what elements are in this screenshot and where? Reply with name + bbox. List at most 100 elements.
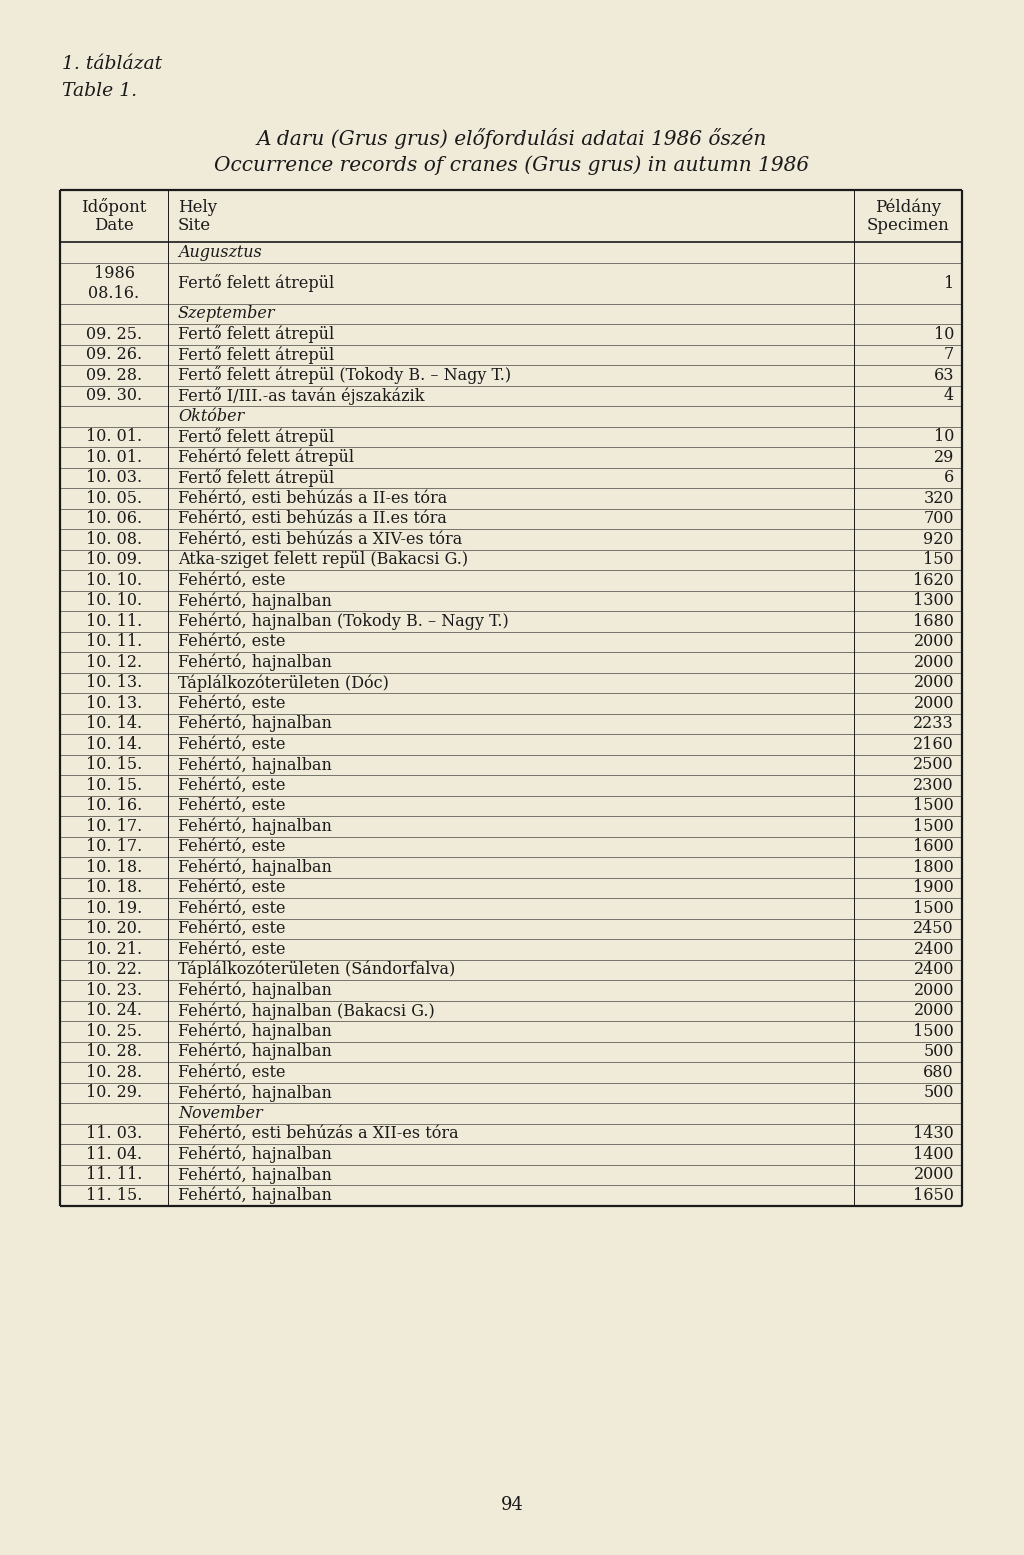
Text: 09. 28.: 09. 28. xyxy=(86,367,142,384)
Text: 10. 28.: 10. 28. xyxy=(86,1043,142,1061)
Text: 10. 24.: 10. 24. xyxy=(86,1003,142,1019)
Text: Fehértó, hajnalban: Fehértó, hajnalban xyxy=(178,715,332,732)
Text: 10. 12.: 10. 12. xyxy=(86,653,142,670)
Text: 10. 15.: 10. 15. xyxy=(86,756,142,773)
Text: 2233: 2233 xyxy=(913,715,954,732)
Text: 920: 920 xyxy=(924,530,954,547)
Text: 4: 4 xyxy=(944,387,954,404)
Text: Fehértó, hajnalban: Fehértó, hajnalban xyxy=(178,981,332,998)
Text: Október: Október xyxy=(178,407,245,425)
Text: 2000: 2000 xyxy=(913,981,954,998)
Text: Időpont: Időpont xyxy=(81,197,146,216)
Text: Fehértó, esti behúzás a XII-es tóra: Fehértó, esti behúzás a XII-es tóra xyxy=(178,1126,459,1143)
Text: 10. 25.: 10. 25. xyxy=(86,1023,142,1040)
Text: Szeptember: Szeptember xyxy=(178,305,275,322)
Text: 500: 500 xyxy=(924,1043,954,1061)
Text: 1: 1 xyxy=(944,275,954,291)
Text: 10. 14.: 10. 14. xyxy=(86,736,142,753)
Text: Fehértó, hajnalban (Tokody B. – Nagy T.): Fehértó, hajnalban (Tokody B. – Nagy T.) xyxy=(178,613,509,630)
Text: 10: 10 xyxy=(934,428,954,445)
Text: 1500: 1500 xyxy=(913,818,954,835)
Text: Fehértó, hajnalban: Fehértó, hajnalban xyxy=(178,1043,332,1061)
Text: Fehértó felett átrepül: Fehértó felett átrepül xyxy=(178,448,354,466)
Text: 1500: 1500 xyxy=(913,1023,954,1040)
Text: Augusztus: Augusztus xyxy=(178,244,262,261)
Text: Fertő felett átrepül: Fertő felett átrepül xyxy=(178,274,334,292)
Text: 700: 700 xyxy=(924,510,954,527)
Text: Fehértó, este: Fehértó, este xyxy=(178,572,286,589)
Text: Fehértó, este: Fehértó, este xyxy=(178,838,286,855)
Text: 2300: 2300 xyxy=(913,778,954,793)
Text: 10. 23.: 10. 23. xyxy=(86,981,142,998)
Text: 10. 17.: 10. 17. xyxy=(86,838,142,855)
Text: Fehértó, hajnalban: Fehértó, hajnalban xyxy=(178,653,332,672)
Text: Fehértó, hajnalban: Fehértó, hajnalban xyxy=(178,756,332,773)
Text: Fertő felett átrepül: Fertő felett átrepül xyxy=(178,468,334,487)
Text: 1430: 1430 xyxy=(913,1126,954,1143)
Text: 2400: 2400 xyxy=(913,941,954,958)
Text: 10. 11.: 10. 11. xyxy=(86,633,142,650)
Text: Fertő felett átrepül: Fertő felett átrepül xyxy=(178,325,334,344)
Text: 09. 30.: 09. 30. xyxy=(86,387,142,404)
Text: 320: 320 xyxy=(924,490,954,507)
Text: Occurrence records of cranes (Grus grus) in autumn 1986: Occurrence records of cranes (Grus grus)… xyxy=(214,156,810,174)
Text: Fehértó, este: Fehértó, este xyxy=(178,736,286,753)
Text: 10. 10.: 10. 10. xyxy=(86,572,142,589)
Text: 10. 10.: 10. 10. xyxy=(86,592,142,610)
Text: 10. 13.: 10. 13. xyxy=(86,695,142,712)
Text: 1650: 1650 xyxy=(913,1186,954,1204)
Text: 11. 11.: 11. 11. xyxy=(86,1166,142,1183)
Text: 2450: 2450 xyxy=(913,921,954,938)
Text: Fertő felett átrepül (Tokody B. – Nagy T.): Fertő felett átrepül (Tokody B. – Nagy T… xyxy=(178,367,511,384)
Text: Fehértó, este: Fehértó, este xyxy=(178,633,286,650)
Text: 10. 19.: 10. 19. xyxy=(86,900,142,917)
Text: 11. 03.: 11. 03. xyxy=(86,1126,142,1143)
Text: 10. 17.: 10. 17. xyxy=(86,818,142,835)
Text: Fehértó, hajnalban: Fehértó, hajnalban xyxy=(178,1166,332,1183)
Text: 11. 15.: 11. 15. xyxy=(86,1186,142,1204)
Text: Fehértó, esti behúzás a II-es tóra: Fehértó, esti behúzás a II-es tóra xyxy=(178,490,447,507)
Text: 10. 13.: 10. 13. xyxy=(86,675,142,692)
Text: Fehértó, este: Fehértó, este xyxy=(178,941,286,958)
Text: Fehértó, este: Fehértó, este xyxy=(178,778,286,793)
Text: Site: Site xyxy=(178,216,211,233)
Text: 1400: 1400 xyxy=(913,1146,954,1163)
Text: Fertő felett átrepül: Fertő felett átrepül xyxy=(178,345,334,364)
Text: Fehértó, esti behúzás a XIV-es tóra: Fehértó, esti behúzás a XIV-es tóra xyxy=(178,530,462,547)
Text: 1500: 1500 xyxy=(913,798,954,815)
Text: Táplálkozóterületen (Sándorfalva): Táplálkozóterületen (Sándorfalva) xyxy=(178,961,456,978)
Text: 2000: 2000 xyxy=(913,675,954,692)
Text: 08.16.: 08.16. xyxy=(88,285,139,302)
Text: 10. 29.: 10. 29. xyxy=(86,1084,142,1101)
Text: 10. 18.: 10. 18. xyxy=(86,858,142,875)
Text: Fertő felett átrepül: Fertő felett átrepül xyxy=(178,428,334,446)
Text: 7: 7 xyxy=(944,347,954,364)
Text: 10. 11.: 10. 11. xyxy=(86,613,142,630)
Text: 1600: 1600 xyxy=(913,838,954,855)
Text: 1500: 1500 xyxy=(913,900,954,917)
Text: 1900: 1900 xyxy=(913,879,954,896)
Text: Fehértó, hajnalban: Fehértó, hajnalban xyxy=(178,1084,332,1101)
Text: 10. 03.: 10. 03. xyxy=(86,470,142,487)
Text: 10. 18.: 10. 18. xyxy=(86,879,142,896)
Text: 150: 150 xyxy=(924,552,954,568)
Text: Specimen: Specimen xyxy=(866,216,949,233)
Text: 10. 20.: 10. 20. xyxy=(86,921,142,938)
Text: Hely: Hely xyxy=(178,199,217,216)
Text: 2160: 2160 xyxy=(913,736,954,753)
Text: Táplálkozóterületen (Dóc): Táplálkozóterületen (Dóc) xyxy=(178,673,389,692)
Text: 10. 14.: 10. 14. xyxy=(86,715,142,732)
Text: Date: Date xyxy=(94,216,134,233)
Text: 6: 6 xyxy=(944,470,954,487)
Text: 2500: 2500 xyxy=(913,756,954,773)
Text: 1986: 1986 xyxy=(93,264,134,281)
Text: Fehértó, hajnalban: Fehértó, hajnalban xyxy=(178,592,332,610)
Text: 10. 21.: 10. 21. xyxy=(86,941,142,958)
Text: 10. 15.: 10. 15. xyxy=(86,778,142,793)
Text: Fehértó, esti behúzás a II.es tóra: Fehértó, esti behúzás a II.es tóra xyxy=(178,510,446,527)
Text: 10. 22.: 10. 22. xyxy=(86,961,142,978)
Text: Fehértó, este: Fehértó, este xyxy=(178,798,286,815)
Text: Példány: Példány xyxy=(874,197,941,216)
Text: 10. 09.: 10. 09. xyxy=(86,552,142,568)
Text: 10. 05.: 10. 05. xyxy=(86,490,142,507)
